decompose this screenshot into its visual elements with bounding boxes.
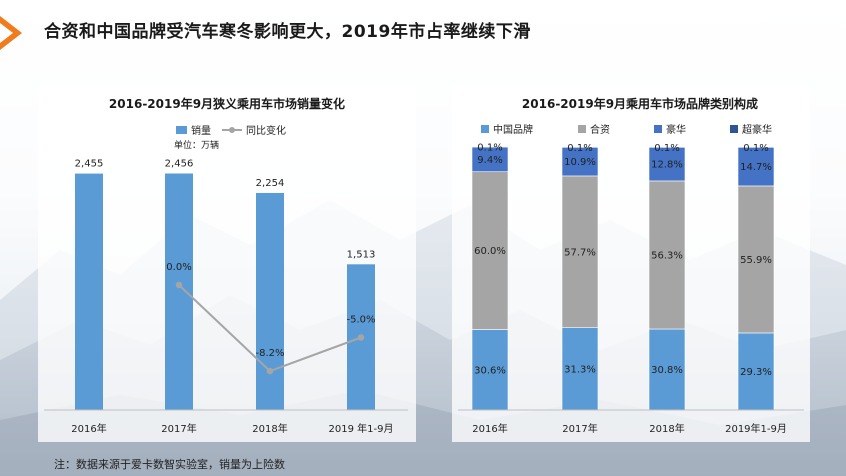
point-yoy-1	[175, 281, 183, 289]
chart-title: 2016-2019年9月乘用车市场品牌类别构成	[522, 96, 758, 111]
point-yoy-3	[357, 334, 365, 341]
data-label-yoy: -8.2%	[255, 348, 284, 359]
legend-label: 豪华	[666, 123, 686, 136]
bar-segment-合资	[471, 171, 509, 330]
bar-segment-合资	[648, 180, 686, 330]
data-label-合资: 56.3%	[651, 250, 683, 261]
x-tick-label: 2018年	[649, 422, 684, 435]
legend-swatch	[578, 125, 586, 133]
bar-sales-1	[165, 173, 193, 410]
data-label-豪华: 10.9%	[564, 157, 596, 168]
data-label-sales: 2,456	[165, 158, 194, 169]
data-label-中国品牌: 30.8%	[651, 365, 683, 376]
data-label-中国品牌: 31.3%	[564, 364, 596, 375]
legend-label-yoy: 同比变化	[246, 124, 286, 137]
data-label-合资: 60.0%	[474, 246, 506, 257]
x-tick-label: 2017年	[161, 422, 196, 435]
slide-header: 合资和中国品牌受汽车寒冬影响更大，2019年市占率继续下滑	[0, 0, 846, 60]
bar-segment-中国品牌	[648, 328, 686, 411]
x-tick-label: 2017年	[562, 422, 597, 435]
bar-segment-豪华	[471, 146, 509, 173]
bar-segment-中国品牌	[737, 332, 775, 411]
data-label-超豪华: 0.1%	[477, 143, 502, 154]
legend-label: 超豪华	[742, 123, 772, 136]
data-label-sales: 1,513	[347, 249, 376, 260]
chevron-right-icon	[0, 16, 22, 50]
x-tick-label: 2019年1-9月	[725, 422, 787, 435]
bar-segment-豪华	[561, 146, 599, 177]
bar-segment-合资	[737, 185, 775, 334]
chart-legend: 销量 同比变化	[176, 124, 286, 137]
data-label-合资: 55.9%	[740, 255, 772, 266]
bar-segment-豪华	[648, 146, 686, 182]
x-tick-label: 2018年	[252, 422, 287, 435]
legend-marker-yoy	[229, 127, 235, 133]
data-label-中国品牌: 30.6%	[474, 365, 506, 376]
legend-swatch	[730, 125, 738, 133]
data-label-豪华: 12.8%	[651, 160, 683, 171]
data-label-yoy: -5.0%	[346, 315, 375, 326]
legend-swatch	[654, 125, 662, 133]
data-label-中国品牌: 29.3%	[740, 367, 772, 378]
data-label-sales: 2,254	[256, 178, 285, 189]
unit-note: 单位：万辆	[174, 139, 219, 151]
chart-title: 2016-2019年9月狭义乘用车市场销量变化	[109, 96, 345, 111]
data-label-豪华: 14.7%	[740, 162, 772, 173]
data-label-yoy: 0.0%	[166, 262, 191, 273]
legend-swatch	[481, 125, 489, 133]
source-footnote: 注：数据来源于爱卡数智实验室，销量为上险数	[54, 458, 285, 471]
legend-label: 合资	[590, 123, 610, 136]
sales-volume-chart: 2016-2019年9月狭义乘用车市场销量变化 销量 同比变化 单位：万辆 0.…	[38, 86, 416, 442]
data-label-合资: 57.7%	[564, 247, 596, 258]
bar-segment-中国品牌	[561, 327, 599, 411]
legend-swatch-sales	[176, 126, 187, 134]
legend-label-sales: 销量	[191, 124, 211, 137]
slide-title: 合资和中国品牌受汽车寒冬影响更大，2019年市占率继续下滑	[44, 22, 531, 42]
bar-segment-中国品牌	[471, 329, 509, 411]
x-tick-label: 2016年	[472, 422, 507, 435]
x-tick-label: 2016年	[71, 422, 106, 435]
point-yoy-2	[266, 367, 274, 375]
data-label-超豪华: 0.1%	[654, 143, 679, 154]
legend-label: 中国品牌	[493, 123, 533, 136]
x-tick-label: 2019 年1-9月	[329, 422, 394, 435]
data-label-sales: 2,455	[75, 159, 104, 170]
bar-sales-0	[75, 173, 103, 410]
data-label-超豪华: 0.1%	[743, 143, 768, 154]
data-label-豪华: 9.4%	[477, 155, 502, 166]
data-label-超豪华: 0.1%	[567, 143, 592, 154]
bar-sales-2	[256, 192, 284, 410]
brand-mix-chart: 2016-2019年9月乘用车市场品牌类别构成 中国品牌 合资 豪华 超豪华 30.6…	[452, 86, 810, 442]
